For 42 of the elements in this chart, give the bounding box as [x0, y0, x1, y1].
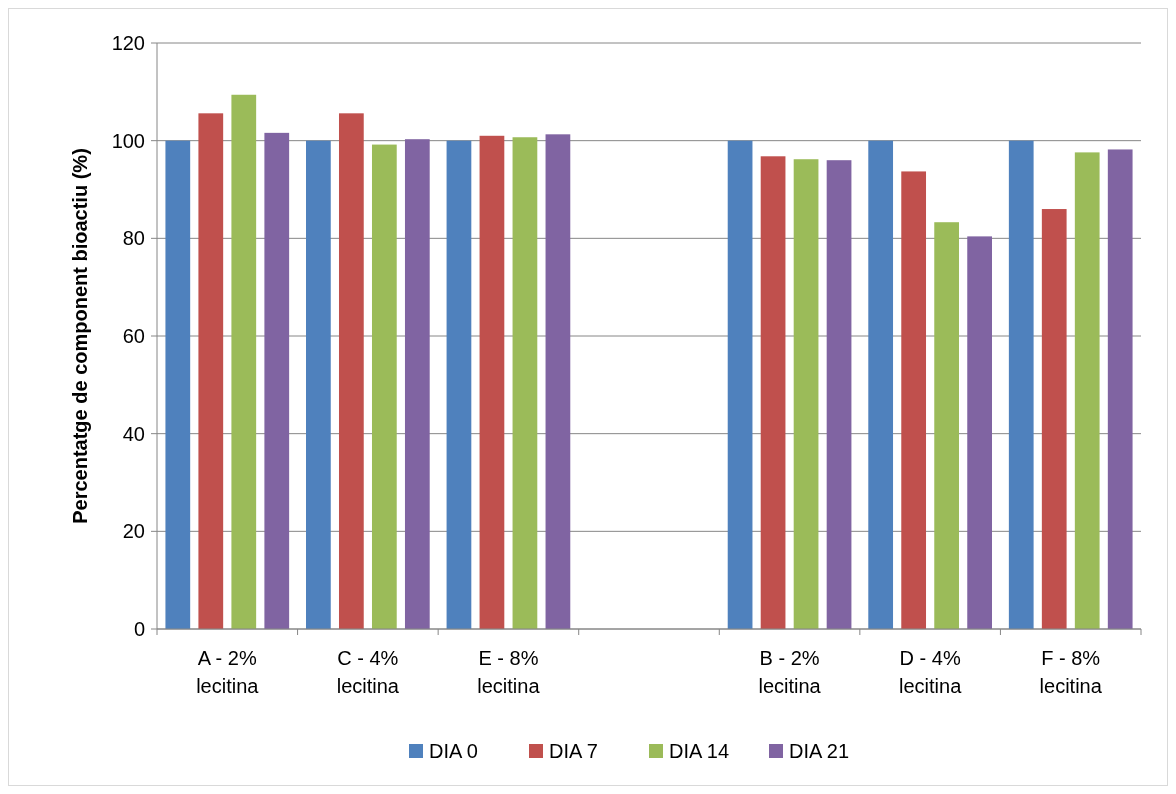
x-tick-label: B - 2% lecitina: [758, 647, 822, 697]
bar: [826, 160, 852, 629]
bar: [934, 222, 960, 629]
bar: [512, 137, 538, 629]
bar: [165, 140, 191, 629]
legend-label: DIA 14: [669, 740, 730, 762]
bar: [1008, 140, 1034, 629]
bar: [231, 94, 257, 629]
legend-label: DIA 7: [549, 740, 598, 762]
bar: [868, 140, 894, 629]
bar: [198, 113, 224, 629]
bar: [1107, 149, 1133, 629]
y-tick-label: 0: [133, 618, 145, 640]
y-tick-label: 100: [111, 129, 145, 152]
bar: [545, 134, 571, 629]
bar: [1074, 152, 1100, 629]
y-tick-label: 40: [122, 422, 145, 445]
bar: [760, 156, 786, 629]
x-tick-label: D - 4% lecitina: [899, 647, 963, 697]
legend-label: DIA 21: [789, 740, 850, 762]
bar: [306, 140, 331, 629]
y-tick-label: 60: [122, 325, 145, 347]
bar: [371, 144, 397, 629]
x-tick-label: E - 8% lecitina: [477, 647, 541, 697]
bar: [479, 135, 505, 629]
bar: [727, 140, 753, 629]
bar: [793, 159, 819, 629]
bar: [1041, 209, 1067, 629]
y-axis-title: Percentatge de component bioactiu (%): [69, 148, 91, 524]
x-tick-label: C - 4% lecitina: [336, 647, 400, 697]
y-tick-label: 20: [122, 520, 145, 543]
x-tick-label: A - 2% lecitina: [196, 647, 260, 697]
bar: [901, 171, 927, 629]
legend-label: DIA 0: [429, 740, 478, 762]
y-tick-label: 80: [122, 227, 145, 250]
bar: [338, 113, 364, 629]
bar: [967, 236, 992, 629]
bar: [404, 139, 430, 629]
x-tick-label: F - 8% lecitina: [1039, 647, 1103, 697]
bar: [264, 132, 290, 629]
bar: [446, 140, 472, 629]
y-tick-label: 120: [111, 32, 145, 54]
